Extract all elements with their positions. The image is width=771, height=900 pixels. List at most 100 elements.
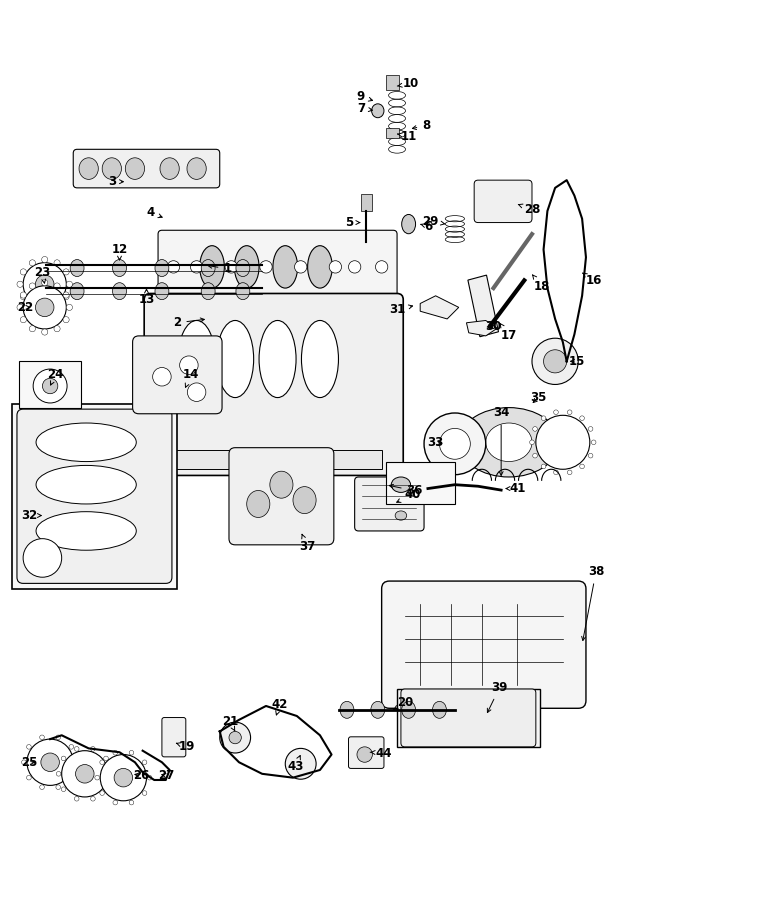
Text: 5: 5 [345,216,360,230]
Ellipse shape [270,472,293,499]
Ellipse shape [247,491,270,518]
Text: 9: 9 [357,90,372,104]
Circle shape [533,454,537,458]
Circle shape [95,776,99,780]
Text: 41: 41 [506,482,527,495]
Circle shape [532,338,578,384]
Circle shape [99,791,104,796]
Circle shape [348,261,361,273]
Circle shape [35,298,54,317]
Circle shape [580,416,584,420]
Text: 27: 27 [157,769,174,782]
Text: 23: 23 [34,266,51,284]
Text: 6: 6 [421,220,432,233]
Text: 42: 42 [271,698,288,715]
Circle shape [114,769,133,787]
Circle shape [225,261,237,273]
Text: 2: 2 [173,316,204,329]
Circle shape [56,785,61,789]
Circle shape [29,283,35,289]
Ellipse shape [308,246,332,288]
Circle shape [62,751,108,797]
Circle shape [554,470,558,474]
Circle shape [74,760,79,765]
Text: 18: 18 [533,274,550,293]
Text: 3: 3 [108,176,123,188]
Circle shape [167,261,180,273]
Text: 25: 25 [21,756,38,769]
Circle shape [35,275,54,293]
Circle shape [130,751,134,755]
Text: 10: 10 [397,77,419,90]
Circle shape [147,776,152,780]
Text: 43: 43 [287,755,304,772]
Text: 4: 4 [146,206,162,219]
Circle shape [61,787,66,791]
Circle shape [17,304,23,310]
Text: 14: 14 [183,368,200,387]
Text: 8: 8 [412,119,430,132]
Text: 7: 7 [357,102,372,115]
Circle shape [26,744,31,749]
Circle shape [42,329,48,335]
Bar [12,404,177,589]
Circle shape [23,539,62,577]
Circle shape [100,754,146,801]
FancyBboxPatch shape [144,293,403,475]
Text: 19: 19 [177,741,196,753]
Ellipse shape [178,320,215,398]
Polygon shape [468,275,499,337]
Ellipse shape [395,511,407,520]
Circle shape [63,293,69,300]
Ellipse shape [273,246,298,288]
Circle shape [357,747,372,762]
Circle shape [42,280,48,286]
Text: 20: 20 [394,697,413,709]
Circle shape [23,286,66,329]
Circle shape [41,753,59,771]
Text: 36: 36 [389,484,423,498]
Circle shape [23,263,66,306]
Text: 13: 13 [138,289,155,306]
FancyBboxPatch shape [168,302,387,317]
FancyBboxPatch shape [133,336,222,414]
Circle shape [375,261,388,273]
Text: 17: 17 [500,324,517,342]
Text: 37: 37 [298,535,315,553]
Text: 29: 29 [422,214,445,228]
Circle shape [42,378,58,393]
Circle shape [29,326,35,332]
Circle shape [74,796,79,801]
Circle shape [56,771,61,776]
Circle shape [63,317,69,323]
Text: 12: 12 [111,243,128,260]
Circle shape [180,356,198,374]
Circle shape [39,735,44,740]
Text: 22: 22 [17,301,34,314]
FancyBboxPatch shape [355,477,424,531]
Circle shape [220,722,251,753]
Circle shape [74,747,79,752]
Circle shape [588,454,593,458]
Ellipse shape [236,259,250,276]
Text: 34: 34 [493,407,510,475]
Circle shape [29,302,35,309]
FancyBboxPatch shape [229,447,334,544]
Ellipse shape [160,158,179,179]
Circle shape [27,739,73,786]
Circle shape [580,464,584,469]
Circle shape [295,261,307,273]
Bar [397,689,540,747]
FancyBboxPatch shape [73,149,220,188]
Ellipse shape [201,259,215,276]
Circle shape [329,261,342,273]
Ellipse shape [102,158,121,179]
Circle shape [260,261,272,273]
FancyBboxPatch shape [17,410,172,583]
Circle shape [69,744,74,749]
Text: 30: 30 [485,320,502,333]
Text: 38: 38 [581,565,604,641]
FancyBboxPatch shape [348,737,384,769]
Circle shape [533,427,537,431]
Circle shape [54,326,60,332]
